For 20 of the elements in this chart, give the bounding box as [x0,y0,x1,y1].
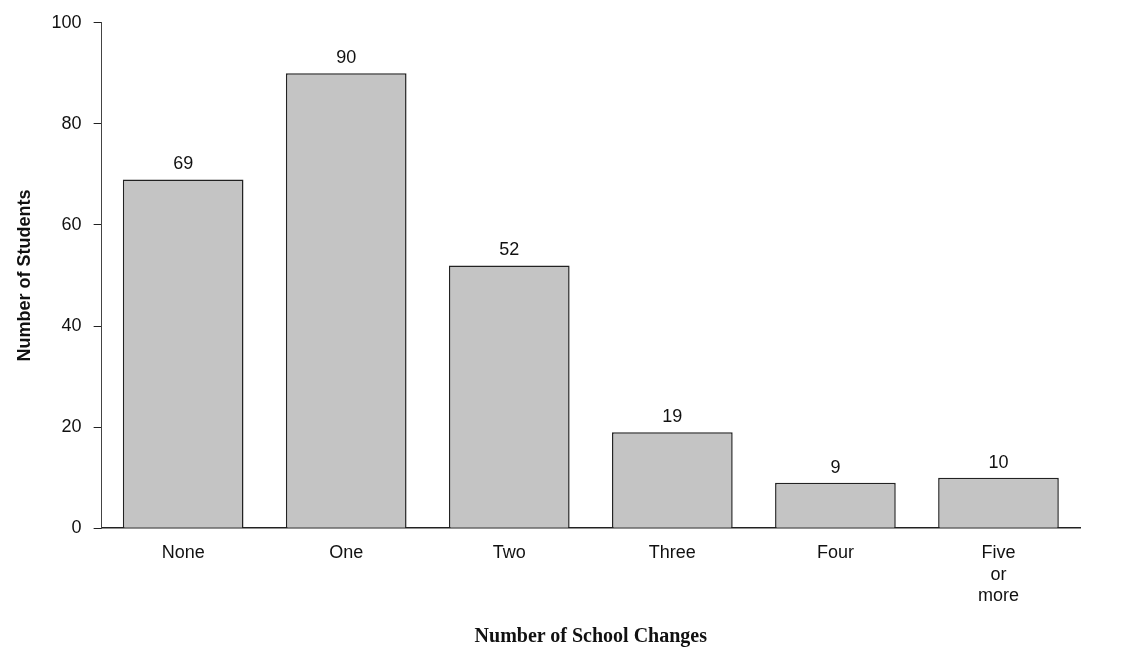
y-tick-label: 20 [61,416,82,437]
y-tick-label: 100 [51,11,82,32]
data-label: 69 [173,153,194,174]
data-label: 52 [499,239,520,260]
data-label: 9 [830,456,841,477]
y-tick-label: 80 [61,112,82,133]
x-tick-label: Two [492,541,526,562]
x-tick-label: Five or more [977,541,1019,606]
y-tick-label: 0 [71,517,82,538]
data-label: 19 [662,406,683,427]
x-tick-label: Three [648,541,696,562]
data-label: 10 [988,451,1009,472]
x-axis-title: Number of School Changes [474,624,708,648]
y-axis-title: Number of Students [13,189,34,362]
x-tick-label: None [161,541,205,562]
y-tick-label: 60 [61,213,82,234]
x-tick-label: One [329,541,364,562]
y-tick-label: 40 [61,315,82,336]
x-tick-label: Four [816,541,854,562]
data-label: 90 [336,47,357,68]
